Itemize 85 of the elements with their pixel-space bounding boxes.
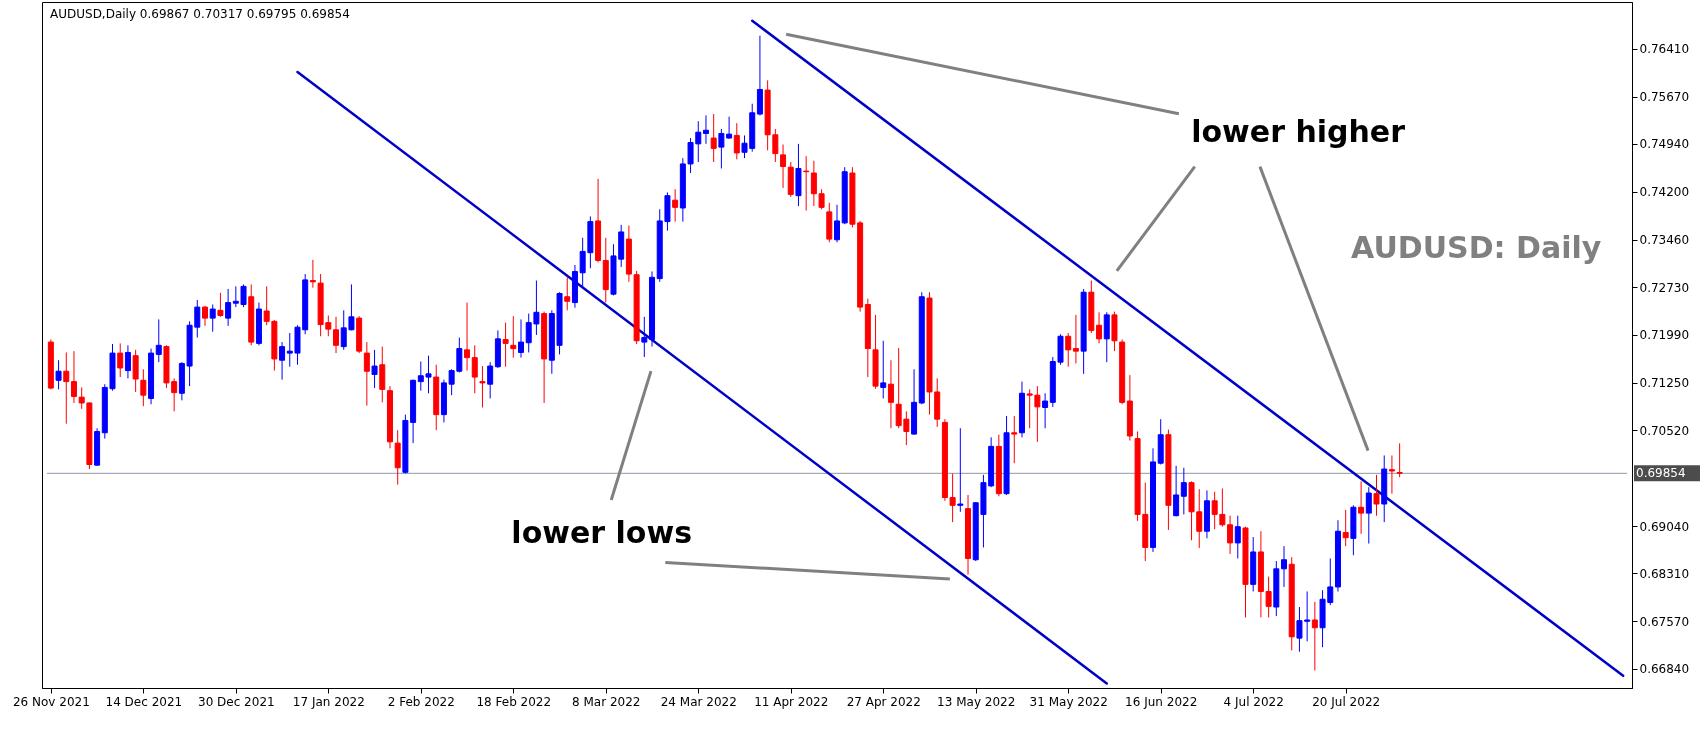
candlestick <box>803 155 810 212</box>
annotation: lower lows <box>511 515 693 551</box>
candlestick <box>564 276 571 311</box>
x-tick-label: 31 May 2022 <box>1029 694 1108 709</box>
candlestick <box>1180 467 1187 515</box>
candlestick <box>471 344 478 394</box>
candlestick <box>70 350 77 404</box>
candlestick <box>225 288 232 327</box>
candlestick <box>780 144 787 189</box>
candlestick <box>1065 332 1072 368</box>
x-tick-label: 11 Apr 2022 <box>754 694 829 709</box>
y-tick-label: 0.74200 <box>1639 185 1690 200</box>
candlestick <box>1342 509 1349 547</box>
candlestick <box>124 344 131 379</box>
candlestick <box>363 341 370 407</box>
y-tick-label: 0.67570 <box>1639 614 1690 629</box>
x-tick-label: 13 May 2022 <box>937 694 1016 709</box>
candlestick <box>1096 311 1103 344</box>
candlestick <box>518 318 524 359</box>
y-tick-label: 0.76410 <box>1639 42 1690 57</box>
candlestick <box>309 259 316 289</box>
x-tick-label: 17 Jan 2022 <box>292 694 365 709</box>
candlestick <box>1103 311 1110 363</box>
candlestick <box>1042 392 1049 429</box>
y-tick-label: 0.66840 <box>1639 662 1690 677</box>
y-tick-label: 0.71990 <box>1639 328 1690 343</box>
candlestick <box>702 114 709 145</box>
y-tick-label: 0.73460 <box>1639 233 1690 248</box>
candlestick <box>209 304 216 333</box>
candlestick <box>957 427 964 513</box>
candlestick <box>117 342 124 378</box>
candlestick <box>1365 486 1372 545</box>
candlestick <box>1388 454 1395 495</box>
candlestick <box>1011 415 1018 464</box>
candlestick <box>1234 515 1241 559</box>
x-tick-label: 2 Feb 2022 <box>387 694 455 709</box>
y-tick-label: 0.69040 <box>1639 519 1690 534</box>
x-tick-label: 16 Jun 2022 <box>1125 694 1198 709</box>
candlestick <box>1358 480 1365 535</box>
candlestick <box>479 365 486 409</box>
candlestick <box>333 316 340 354</box>
candlestick <box>1173 465 1180 517</box>
candlestick <box>140 368 147 407</box>
candlestick <box>55 359 62 390</box>
y-tick-label: 0.70520 <box>1639 423 1690 438</box>
x-tick-label: 8 Mar 2022 <box>572 694 641 709</box>
candlestick <box>887 359 894 429</box>
candlestick <box>733 122 740 160</box>
y-tick-label: 0.74940 <box>1639 137 1690 152</box>
candlestick <box>672 188 679 223</box>
x-tick-label: 30 Dec 2021 <box>197 694 275 709</box>
candlestick <box>510 315 517 359</box>
candlestick <box>502 322 509 368</box>
candlestick <box>371 349 378 389</box>
chart-title: AUDUSD,Daily 0.69867 0.70317 0.69795 0.69854 <box>50 7 350 21</box>
candlestick <box>1072 314 1079 364</box>
ref-line-label: 0.69854 <box>1636 466 1686 481</box>
candlestick <box>1373 474 1380 517</box>
x-tick-label: 26 Nov 2021 <box>12 694 90 709</box>
candlestick <box>1396 442 1403 478</box>
candlestick <box>880 340 887 399</box>
candlestick <box>1311 601 1318 672</box>
annotation: lower higher <box>1191 114 1406 150</box>
candlestick <box>279 341 286 381</box>
y-tick-label: 0.72730 <box>1639 280 1690 295</box>
annotation: AUDUSD: Daily <box>1351 229 1602 265</box>
x-tick-label: 20 Jul 2022 <box>1312 694 1381 709</box>
candlestick <box>487 361 494 399</box>
x-tick-label: 27 Apr 2022 <box>846 694 921 709</box>
candlestick <box>217 292 224 318</box>
y-tick-label: 0.68310 <box>1639 566 1690 581</box>
candlestick <box>710 113 717 163</box>
y-tick-label: 0.71250 <box>1639 376 1690 391</box>
candlestick <box>155 318 162 363</box>
x-tick-label: 18 Feb 2022 <box>476 694 552 709</box>
candlestick <box>132 349 139 393</box>
x-tick-label: 24 Mar 2022 <box>660 694 737 709</box>
candlestick <box>63 351 70 425</box>
candlestick <box>641 316 648 358</box>
candlestick <box>1281 545 1288 588</box>
x-tick-label: 4 Jul 2022 <box>1223 694 1284 709</box>
candlestick <box>464 302 471 372</box>
candlestick <box>834 204 840 243</box>
x-tick-label: 14 Dec 2021 <box>105 694 183 709</box>
y-tick-label: 0.75670 <box>1639 90 1690 105</box>
